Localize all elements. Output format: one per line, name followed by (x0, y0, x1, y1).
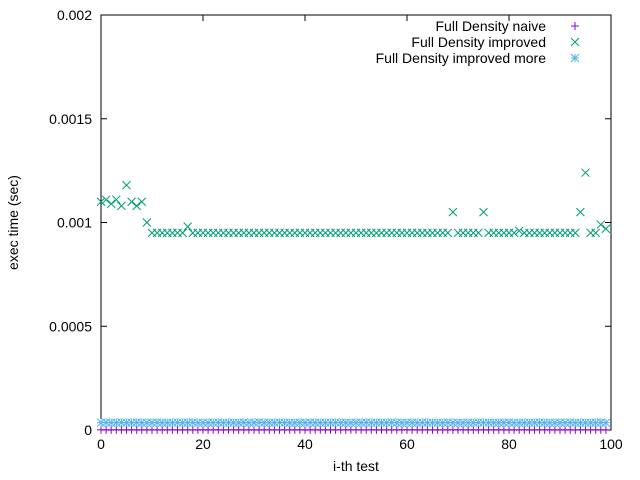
data-point (601, 418, 611, 428)
data-point (601, 425, 610, 434)
x-axis-ticks: 0 20 40 60 80 100 (97, 15, 623, 452)
y-tick-label: 0.0015 (49, 111, 92, 127)
series-1 (97, 425, 610, 434)
x-tick-label: 80 (501, 436, 517, 452)
legend-label: Full Density improved (411, 34, 546, 50)
data-point (479, 207, 488, 217)
data-point (509, 228, 519, 238)
legend-label: Full Density naive (436, 18, 547, 34)
legend-marker (570, 53, 580, 63)
data-point (127, 197, 136, 207)
data-point (111, 195, 121, 205)
data-point (137, 197, 147, 207)
y-axis-ticks: 0 0.0005 0.001 0.0015 0.002 (49, 7, 611, 438)
data-point (514, 226, 524, 236)
data-points (96, 168, 611, 434)
data-point (576, 207, 585, 217)
data-point (581, 168, 590, 178)
data-point (596, 220, 606, 229)
series-2 (96, 168, 611, 238)
data-point (142, 218, 152, 227)
series-3 (96, 417, 611, 428)
data-point (601, 224, 611, 234)
data-point (117, 201, 126, 211)
plot-frame (100, 14, 612, 431)
data-point (132, 201, 142, 211)
legend-marker (571, 22, 579, 30)
data-point (106, 199, 116, 209)
y-tick-label: 0.0005 (49, 318, 92, 334)
y-tick-label: 0.001 (57, 215, 92, 231)
x-tick-label: 100 (599, 436, 623, 452)
y-axis-label: exec time (sec) (5, 175, 21, 270)
data-point (96, 197, 106, 207)
plot-border (100, 14, 612, 431)
data-point (570, 228, 580, 238)
data-point (448, 207, 458, 217)
data-point (122, 180, 131, 190)
data-point (591, 228, 601, 238)
data-point (474, 228, 483, 238)
x-tick-label: 40 (297, 436, 313, 452)
y-tick-label: 0 (84, 422, 92, 438)
data-point (101, 195, 111, 205)
legend-label: Full Density improved more (376, 50, 547, 66)
data-point (178, 228, 187, 238)
data-point (183, 222, 193, 232)
y-tick-label: 0.002 (57, 7, 92, 23)
legend-marker (570, 37, 580, 47)
x-tick-label: 60 (399, 436, 415, 452)
x-axis-label: i-th test (333, 458, 379, 474)
x-tick-label: 20 (195, 436, 211, 452)
data-point (443, 228, 453, 238)
x-tick-label: 0 (97, 436, 105, 452)
